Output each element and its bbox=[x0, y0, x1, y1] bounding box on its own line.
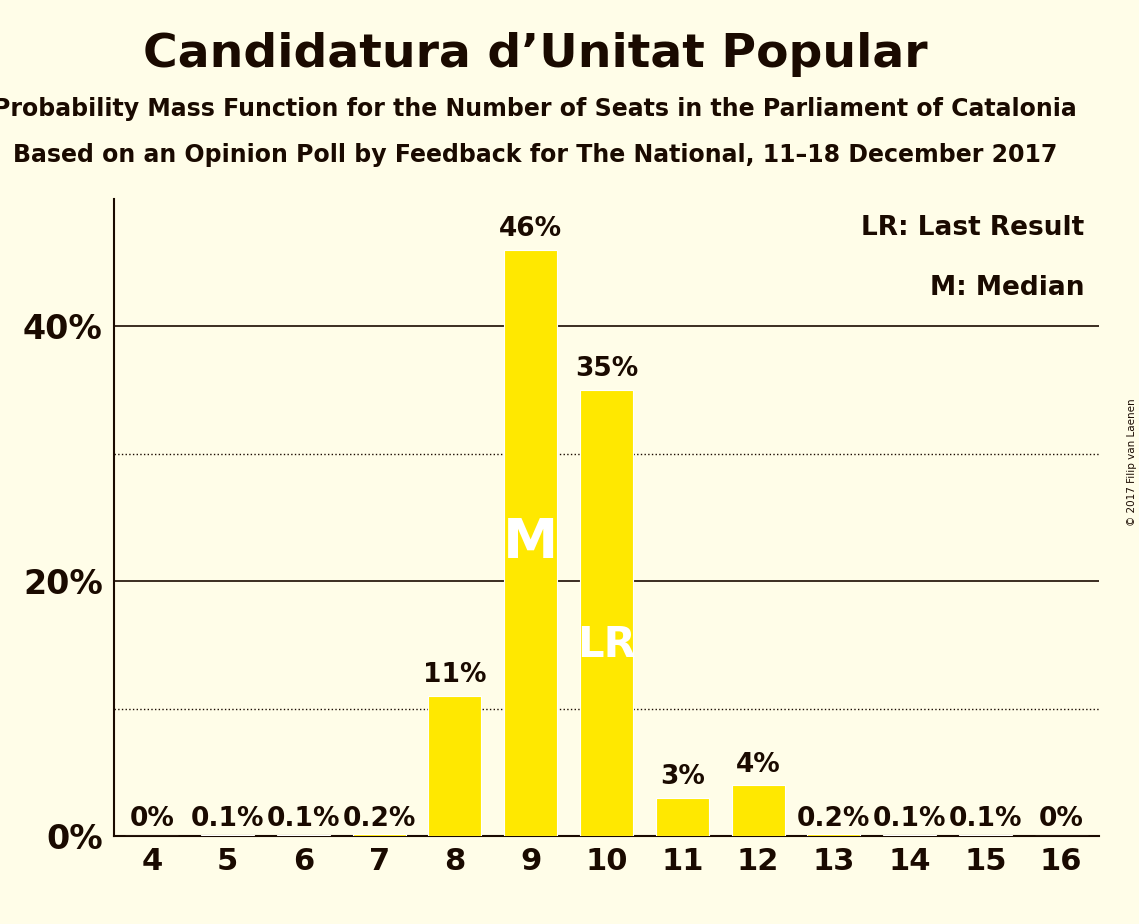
Text: 0.2%: 0.2% bbox=[343, 807, 416, 833]
Bar bbox=[202, 835, 254, 836]
Bar bbox=[353, 833, 405, 836]
Text: 0%: 0% bbox=[1039, 807, 1083, 833]
Text: Candidatura d’Unitat Popular: Candidatura d’Unitat Popular bbox=[144, 32, 927, 78]
Bar bbox=[883, 835, 936, 836]
Text: M: M bbox=[503, 516, 558, 570]
Bar bbox=[959, 835, 1011, 836]
Text: © 2017 Filip van Laenen: © 2017 Filip van Laenen bbox=[1126, 398, 1137, 526]
Bar bbox=[428, 696, 482, 836]
Text: 0.1%: 0.1% bbox=[872, 807, 947, 833]
Text: LR: Last Result: LR: Last Result bbox=[861, 214, 1084, 240]
Text: 3%: 3% bbox=[659, 764, 705, 790]
Text: 0.1%: 0.1% bbox=[267, 807, 341, 833]
Text: 4%: 4% bbox=[736, 751, 780, 778]
Bar bbox=[656, 798, 708, 836]
Text: Probability Mass Function for the Number of Seats in the Parliament of Catalonia: Probability Mass Function for the Number… bbox=[0, 97, 1077, 121]
Bar bbox=[580, 390, 633, 836]
Text: 0.2%: 0.2% bbox=[797, 807, 870, 833]
Text: 46%: 46% bbox=[499, 216, 563, 242]
Text: M: Median: M: Median bbox=[929, 275, 1084, 301]
Bar bbox=[808, 833, 860, 836]
Text: 11%: 11% bbox=[424, 663, 486, 688]
Text: Based on an Opinion Poll by Feedback for The National, 11–18 December 2017: Based on an Opinion Poll by Feedback for… bbox=[14, 143, 1057, 167]
Bar bbox=[731, 785, 785, 836]
Bar bbox=[277, 835, 330, 836]
Text: 35%: 35% bbox=[575, 357, 638, 383]
Bar bbox=[505, 249, 557, 836]
Text: 0.1%: 0.1% bbox=[949, 807, 1022, 833]
Text: 0%: 0% bbox=[130, 807, 174, 833]
Text: 0.1%: 0.1% bbox=[191, 807, 264, 833]
Text: LR: LR bbox=[577, 624, 636, 666]
